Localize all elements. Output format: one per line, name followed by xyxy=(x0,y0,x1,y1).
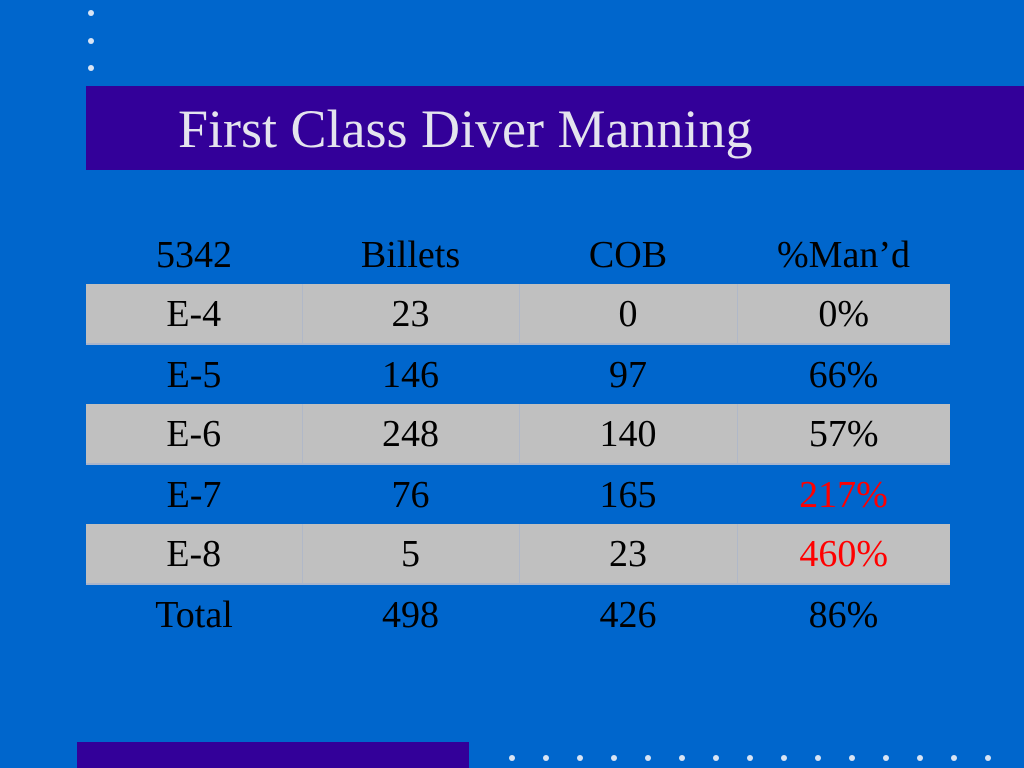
header-rate: 5342 xyxy=(156,234,232,276)
cell-billets: 76 xyxy=(391,473,430,516)
slide-title: First Class Diver Manning xyxy=(178,99,753,159)
dot xyxy=(88,65,94,71)
header-cob: COB xyxy=(588,234,668,276)
decorative-dots-bottom xyxy=(0,755,1024,765)
cell-rate: E-8 xyxy=(86,524,302,585)
dot xyxy=(883,755,889,761)
cell-billets: 23 xyxy=(301,284,519,345)
dot xyxy=(88,38,94,44)
cell-billets: 248 xyxy=(301,404,519,465)
table-row: E-6 248 140 57% xyxy=(86,404,950,465)
table-header-row: 5342 Billets COB %Man’d xyxy=(86,226,950,284)
table-row: Total 498 426 86% xyxy=(86,584,950,644)
dot xyxy=(781,755,787,761)
dot xyxy=(815,755,821,761)
table-body: E-4 23 0 0% E-5 146 97 66% E-6 248 140 57% E-7 76 165 2… xyxy=(86,284,950,644)
dot xyxy=(951,755,957,761)
header-billets: Billets xyxy=(360,234,461,276)
cell-rate: E-4 xyxy=(86,284,302,345)
cell-billets: 146 xyxy=(382,353,439,396)
dot xyxy=(713,755,719,761)
cell-manned: 460% xyxy=(736,524,950,585)
diver-manning-table: 5342 Billets COB %Man’d E-4 23 0 0% E-5 146 97… xyxy=(86,226,950,644)
table-row: E-5 146 97 66% xyxy=(86,344,950,404)
cell-cob: 97 xyxy=(609,353,647,396)
dot xyxy=(509,755,515,761)
bottom-bar xyxy=(77,742,469,768)
cell-cob: 0 xyxy=(518,284,737,345)
header-manned: %Man’d xyxy=(777,234,910,276)
cell-cob: 426 xyxy=(599,593,657,636)
cell-rate: Total xyxy=(155,593,233,636)
dot xyxy=(679,755,685,761)
table-row: E-8 5 23 460% xyxy=(86,524,950,585)
cell-rate: E-7 xyxy=(166,473,222,516)
dot xyxy=(917,755,923,761)
table-row: E-4 23 0 0% xyxy=(86,284,950,345)
cell-manned: 66% xyxy=(808,353,879,396)
cell-cob: 23 xyxy=(518,524,737,585)
cell-cob: 140 xyxy=(518,404,737,465)
cell-manned: 0% xyxy=(736,284,950,345)
dot xyxy=(645,755,651,761)
dot xyxy=(611,755,617,761)
cell-manned: 86% xyxy=(808,593,879,636)
dot xyxy=(88,10,94,16)
title-bar xyxy=(86,86,1024,170)
dot xyxy=(985,755,991,761)
dot xyxy=(849,755,855,761)
cell-manned: 217% xyxy=(799,473,888,516)
cell-rate: E-6 xyxy=(86,404,302,465)
cell-manned: 57% xyxy=(736,404,950,465)
dot xyxy=(577,755,583,761)
dot xyxy=(543,755,549,761)
cell-billets: 498 xyxy=(382,593,439,636)
cell-cob: 165 xyxy=(599,473,657,516)
table-row: E-7 76 165 217% xyxy=(86,464,950,524)
dot xyxy=(747,755,753,761)
cell-rate: E-5 xyxy=(166,353,222,396)
cell-billets: 5 xyxy=(301,524,519,585)
